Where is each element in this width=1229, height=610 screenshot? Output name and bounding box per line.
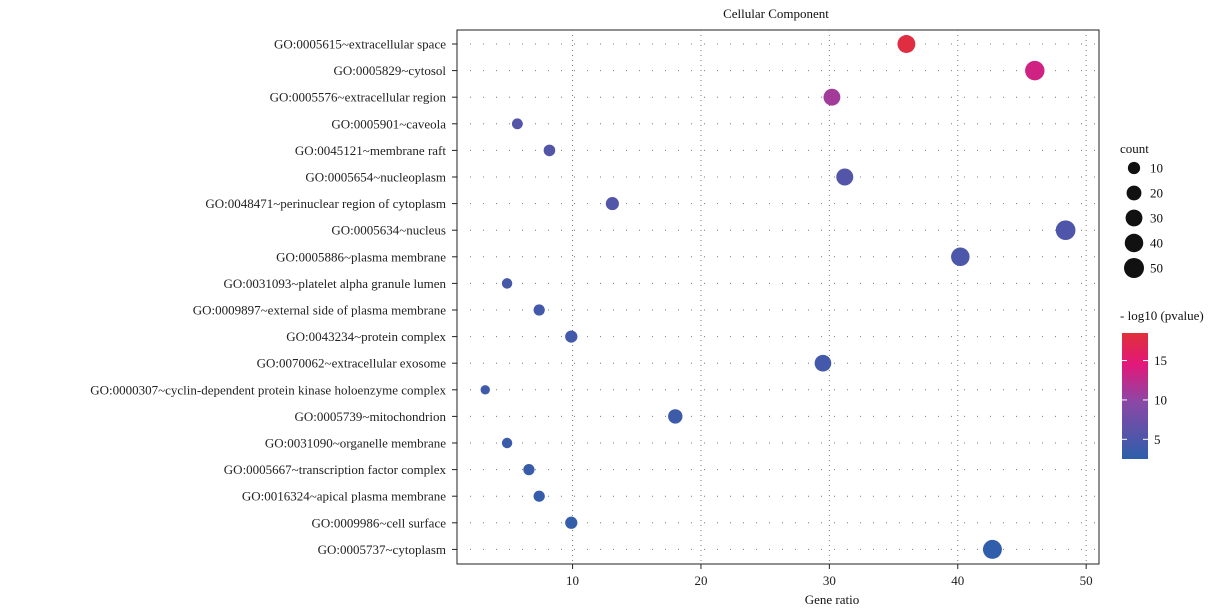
y-tick-label: GO:0005737~cytoplasm <box>318 542 446 557</box>
y-tick-label: GO:0005739~mitochondrion <box>295 409 447 424</box>
y-tick-label: GO:0043234~protein complex <box>286 329 446 344</box>
y-tick-label: GO:0005615~extracellular space <box>274 37 446 52</box>
data-point <box>1055 220 1076 241</box>
size-legend-dot <box>1125 209 1143 227</box>
y-tick-label: GO:0031093~platelet alpha granule lumen <box>223 276 446 291</box>
y-tick-label: GO:0016324~apical plasma membrane <box>242 489 446 504</box>
data-point <box>897 35 916 53</box>
y-tick-label: GO:0031090~organelle membrane <box>265 436 446 451</box>
data-point <box>533 490 545 502</box>
y-tick-label: GO:0000307~cyclin-dependent protein kina… <box>90 382 446 397</box>
size-legend: count 10 20 30 40 50 <box>1120 141 1163 278</box>
color-legend-label: 5 <box>1154 432 1161 447</box>
grid-layer <box>457 30 1099 564</box>
plot-panel <box>456 29 1100 565</box>
size-legend-label: 50 <box>1150 261 1163 276</box>
y-tick-label: GO:0005576~extracellular region <box>270 90 447 105</box>
y-tick-label: GO:0005829~cytosol <box>334 63 447 78</box>
x-tick-labels: 10 20 30 40 50 <box>566 564 1093 588</box>
data-point <box>668 409 683 424</box>
y-tick-label: GO:0005667~transcription factor complex <box>224 462 447 477</box>
data-point <box>565 516 578 529</box>
data-point <box>951 247 970 267</box>
data-point <box>543 144 556 157</box>
x-tick-label: 30 <box>823 573 836 588</box>
data-point <box>480 385 490 395</box>
y-tick-label: GO:0045121~membrane raft <box>295 143 446 158</box>
size-legend-title: count <box>1120 141 1149 156</box>
points-layer <box>480 35 1076 559</box>
size-legend-dot <box>1124 258 1144 278</box>
data-point <box>565 330 578 343</box>
data-point <box>501 278 513 289</box>
size-legend-label: 40 <box>1150 236 1163 251</box>
chart-title: Cellular Component <box>723 6 829 21</box>
color-legend-label: 15 <box>1154 353 1167 368</box>
color-legend-label: 10 <box>1154 392 1167 407</box>
size-legend-dot <box>1127 161 1141 175</box>
size-legend-label: 30 <box>1150 211 1163 226</box>
size-legend-dot <box>1124 233 1144 253</box>
y-tick-label: GO:0005654~nucleoplasm <box>305 170 446 185</box>
size-legend-label: 10 <box>1150 161 1163 176</box>
y-tick-label: GO:0048471~perinuclear region of cytopla… <box>205 196 446 211</box>
color-bar <box>1122 333 1148 459</box>
data-point <box>533 304 545 316</box>
y-tick-label: GO:0005634~nucleus <box>331 223 446 238</box>
size-legend-dot <box>1126 185 1142 201</box>
color-legend: - log10 (pvalue) 5 10 15 <box>1120 308 1204 459</box>
data-point <box>814 354 832 372</box>
data-point <box>523 463 535 476</box>
data-point <box>823 88 841 106</box>
data-point <box>605 197 619 211</box>
color-legend-title: - log10 (pvalue) <box>1120 308 1204 323</box>
y-tick-label: GO:0070062~extracellular exosome <box>257 356 447 371</box>
x-tick-label: 50 <box>1080 573 1093 588</box>
x-tick-label: 20 <box>694 573 707 588</box>
y-tick-label: GO:0005901~caveola <box>331 116 446 131</box>
x-tick-label: 40 <box>951 573 964 588</box>
data-point <box>511 118 523 130</box>
data-point <box>836 168 854 186</box>
data-point <box>501 437 513 449</box>
data-point <box>982 539 1002 559</box>
y-tick-label: GO:0009897~external side of plasma membr… <box>193 303 446 318</box>
data-point <box>1025 60 1045 81</box>
x-axis-label: Gene ratio <box>805 592 860 607</box>
y-tick-label: GO:0005886~plasma membrane <box>276 249 446 264</box>
y-tick-labels: GO:0005615~extracellular space GO:0005829… <box>90 37 457 557</box>
size-legend-label: 20 <box>1150 186 1163 201</box>
y-tick-label: GO:0009986~cell surface <box>312 515 447 530</box>
x-tick-label: 10 <box>566 573 579 588</box>
